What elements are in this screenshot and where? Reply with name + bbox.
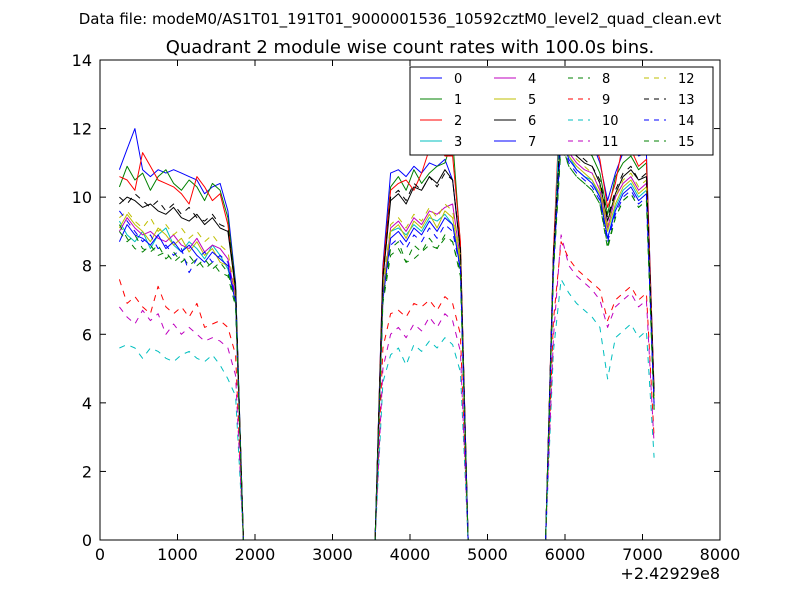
chart-suptitle: Data file: modeM0/AS1T01_191T01_90000015…	[79, 10, 722, 29]
y-tick-label: 4	[82, 394, 92, 413]
series-layer	[118, 76, 655, 540]
legend-label: 4	[528, 72, 536, 87]
legend-frame	[409, 66, 714, 156]
legend-label: 2	[454, 114, 462, 129]
legend-label: 11	[602, 135, 619, 150]
legend-label: 7	[528, 135, 536, 150]
series-line-8	[118, 145, 655, 540]
x-axis: 0 1000 2000 3000 4000 5000 6000 7000 8000	[95, 60, 740, 564]
x-tick-label: 1000	[157, 545, 198, 564]
legend-label: 8	[602, 72, 610, 87]
x-tick-label: 5000	[467, 545, 508, 564]
legend-label: 15	[678, 135, 695, 150]
series-line-7	[118, 134, 655, 540]
chart-title: Quadrant 2 module wise count rates with …	[166, 37, 655, 58]
legend-label: 14	[678, 114, 695, 129]
legend-label: 0	[454, 72, 462, 87]
x-tick-label: 2000	[235, 545, 276, 564]
x-tick-label: 6000	[545, 545, 586, 564]
x-tick-label: 7000	[622, 545, 663, 564]
series-line-10	[119, 278, 655, 540]
series-line-13	[119, 117, 655, 540]
legend-label: 5	[528, 93, 536, 108]
y-tick-label: 8	[82, 257, 92, 276]
series-line-5	[118, 131, 655, 540]
series-line-12	[119, 121, 655, 540]
series-line-4	[118, 128, 655, 540]
y-tick-label: 6	[82, 325, 92, 344]
x-offset-label: +2.42929e8	[620, 564, 720, 583]
legend-label: 13	[678, 93, 695, 108]
y-tick-label: 10	[72, 188, 92, 207]
series-line-0	[118, 117, 655, 540]
series-line-14	[119, 138, 655, 540]
legend-label: 9	[602, 93, 610, 108]
series-line-15	[118, 141, 655, 540]
y-tick-label: 12	[72, 120, 92, 139]
y-tick-label: 14	[72, 51, 92, 70]
legend-label: 3	[454, 135, 462, 150]
series-line-9	[118, 241, 655, 540]
x-tick-label: 3000	[312, 545, 353, 564]
legend-label: 1	[454, 93, 462, 108]
y-tick-label: 2	[82, 462, 92, 481]
x-tick-label: 0	[95, 545, 105, 564]
legend-label: 6	[528, 114, 536, 129]
x-tick-label: 4000	[390, 545, 431, 564]
series-line-11	[119, 234, 655, 540]
series-line-6	[119, 124, 655, 540]
legend-label: 10	[602, 114, 619, 129]
y-tick-label: 0	[82, 531, 92, 550]
legend-label: 12	[678, 72, 695, 87]
x-tick-label: 8000	[700, 545, 741, 564]
